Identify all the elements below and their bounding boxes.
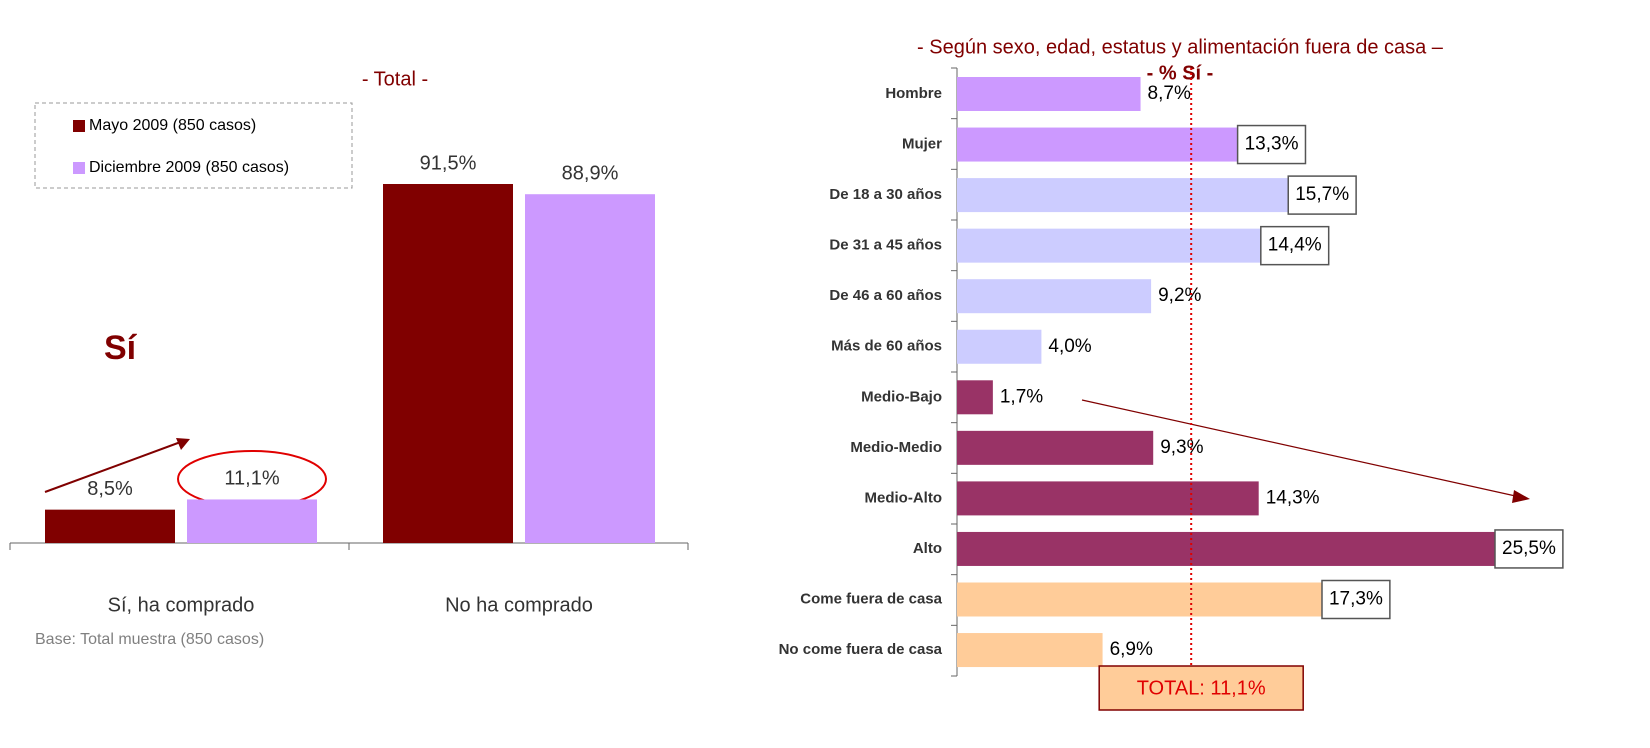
bar bbox=[957, 633, 1103, 668]
bar bbox=[957, 329, 1042, 364]
bar bbox=[383, 184, 513, 543]
bar bbox=[957, 582, 1322, 617]
value-label: 88,9% bbox=[562, 162, 619, 184]
y-tick-label: Alto bbox=[913, 540, 942, 557]
y-tick-label: De 31 a 45 años bbox=[829, 237, 942, 254]
bar bbox=[957, 228, 1261, 263]
value-label: 11,1% bbox=[224, 468, 279, 490]
bar bbox=[957, 127, 1238, 162]
value-label: 17,3% bbox=[1329, 589, 1383, 610]
bar bbox=[957, 178, 1289, 213]
y-tick-label: No come fuera de casa bbox=[779, 641, 943, 658]
arrow-head bbox=[176, 438, 190, 450]
chart-subtitle: - % Sí - bbox=[1147, 62, 1214, 84]
y-tick-label: Medio-Alto bbox=[865, 489, 942, 506]
legend-box bbox=[34, 102, 353, 189]
base-note: Base: Total muestra (850 casos) bbox=[35, 631, 264, 648]
x-tick-label: Sí, ha comprado bbox=[108, 594, 255, 616]
y-tick-label: Hombre bbox=[885, 85, 942, 102]
bar bbox=[957, 430, 1154, 465]
legend-label: Diciembre 2009 (850 casos) bbox=[89, 159, 289, 176]
label-box bbox=[1287, 175, 1357, 215]
arrow-head bbox=[1512, 490, 1530, 503]
label-box bbox=[1494, 529, 1564, 569]
value-label: 13,3% bbox=[1245, 134, 1299, 155]
annotation: Sí bbox=[104, 329, 138, 367]
label-box bbox=[1236, 124, 1307, 165]
bar bbox=[957, 481, 1259, 516]
bar bbox=[525, 194, 655, 543]
x-tick-label: No ha comprado bbox=[445, 594, 593, 616]
y-tick-label: Come fuera de casa bbox=[800, 590, 942, 607]
value-label: 6,9% bbox=[1110, 639, 1153, 660]
y-tick-label: Mujer bbox=[902, 136, 942, 153]
value-label: 14,4% bbox=[1268, 235, 1322, 256]
legend-swatch bbox=[73, 120, 85, 132]
bar bbox=[957, 531, 1495, 566]
legend-label: Mayo 2009 (850 casos) bbox=[89, 117, 256, 134]
value-label: 9,2% bbox=[1158, 285, 1201, 306]
bar bbox=[957, 77, 1141, 111]
label-box bbox=[1321, 579, 1391, 620]
reference-label: TOTAL: 11,1% bbox=[1137, 677, 1266, 699]
bar bbox=[957, 279, 1152, 314]
value-label: 14,3% bbox=[1266, 487, 1320, 508]
bar bbox=[187, 499, 317, 543]
value-label: 25,5% bbox=[1502, 538, 1556, 559]
chart-title: - Según sexo, edad, estatus y alimentaci… bbox=[917, 36, 1444, 58]
y-tick-label: Medio-Medio bbox=[850, 439, 942, 456]
value-label: 15,7% bbox=[1295, 184, 1349, 205]
value-label: 4,0% bbox=[1048, 336, 1091, 357]
y-tick-label: Más de 60 años bbox=[831, 338, 942, 355]
bar bbox=[45, 509, 175, 543]
value-label: 8,7% bbox=[1148, 83, 1191, 104]
value-label: 1,7% bbox=[1000, 386, 1043, 407]
arrow bbox=[1081, 399, 1521, 498]
y-tick-label: De 46 a 60 años bbox=[829, 287, 942, 304]
legend-swatch bbox=[73, 162, 85, 174]
reference-box bbox=[1098, 665, 1304, 711]
bar bbox=[957, 380, 993, 415]
value-label: 9,3% bbox=[1160, 437, 1203, 458]
chart-title: - Total - bbox=[362, 68, 428, 90]
label-box bbox=[1260, 225, 1330, 266]
y-tick-label: De 18 a 30 años bbox=[829, 186, 942, 203]
value-label: 8,5% bbox=[87, 478, 133, 500]
arrow bbox=[44, 439, 187, 493]
value-label: 91,5% bbox=[420, 152, 477, 174]
y-tick-label: Medio-Bajo bbox=[861, 388, 942, 405]
